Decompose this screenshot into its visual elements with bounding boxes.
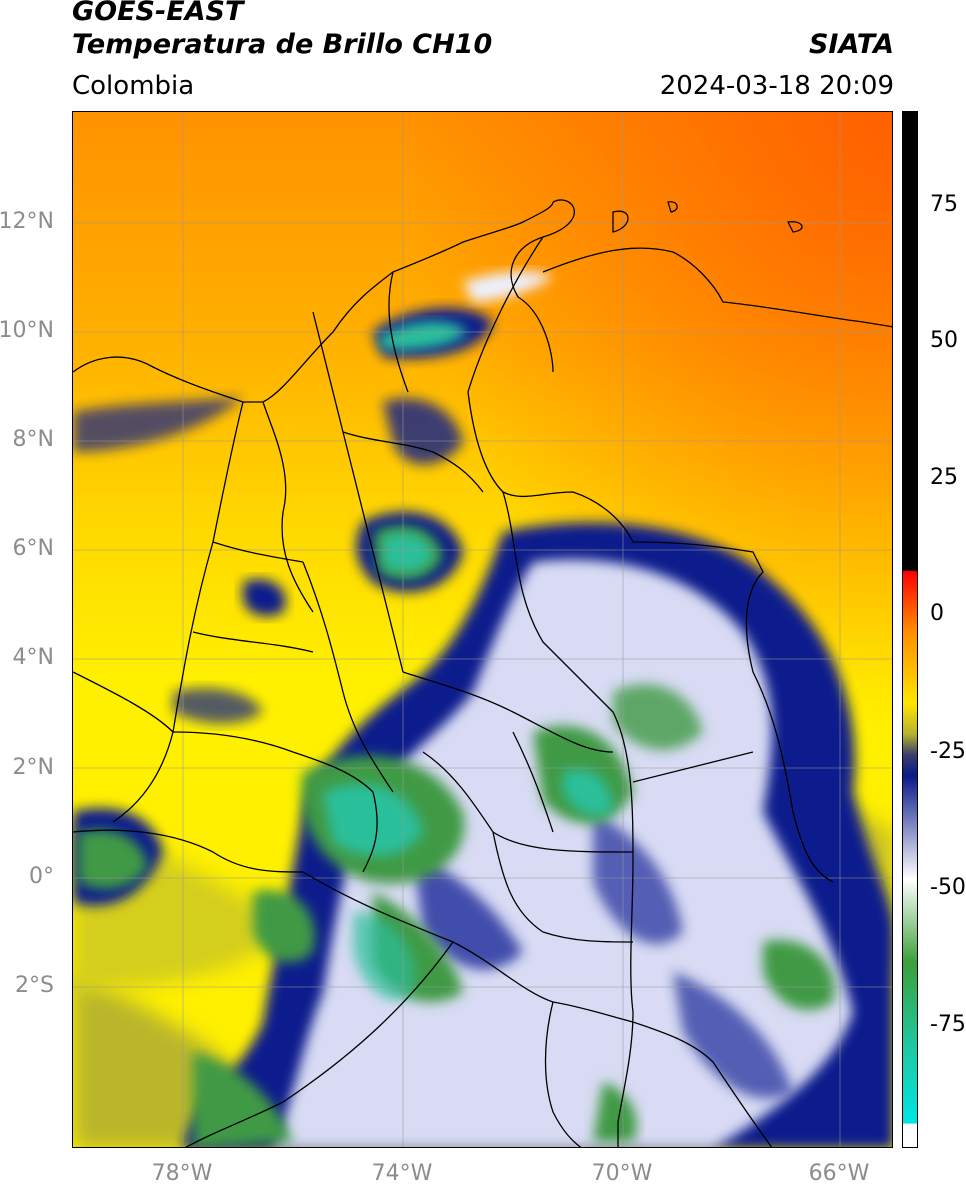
lat-tick-label: 0° [29,864,54,889]
brand-label: SIATA [808,29,894,60]
lat-tick-label: 10°N [0,318,54,343]
satellite-title: GOES-EAST [72,0,244,27]
region-label: Colombia [72,71,195,101]
brightness-temperature-map [72,111,893,1148]
grid-lines [73,112,892,1147]
lat-tick-label: 6°N [12,536,54,561]
product-title: Temperatura de Brillo CH10 [72,29,493,60]
colorbar-tick-label: -75 [930,1012,966,1037]
lat-tick-label: 12°N [0,209,54,234]
colorbar-tick-label: 25 [930,465,958,490]
lat-tick-label: 2°S [15,973,54,998]
lon-tick-label: 74°W [371,1161,433,1186]
lon-tick-label: 78°W [151,1161,213,1186]
lat-tick-label: 8°N [12,427,54,452]
lat-tick-label: 2°N [12,755,54,780]
colorbar-tick-label: -50 [930,875,966,900]
lon-tick-label: 70°W [591,1161,653,1186]
lat-tick-label: 4°N [12,645,54,670]
temperature-colorbar [902,111,918,1148]
lon-tick-label: 66°W [808,1161,870,1186]
borders-and-coastlines [73,199,892,1147]
colorbar-tick-label: 75 [930,192,958,217]
colorbar-tick-label: 0 [930,601,944,626]
datetime-label: 2024-03-18 20:09 [659,71,894,101]
colorbar-tick-label: -25 [930,739,966,764]
temperature-field [73,112,892,1147]
colorbar-tick-label: 50 [930,328,958,353]
